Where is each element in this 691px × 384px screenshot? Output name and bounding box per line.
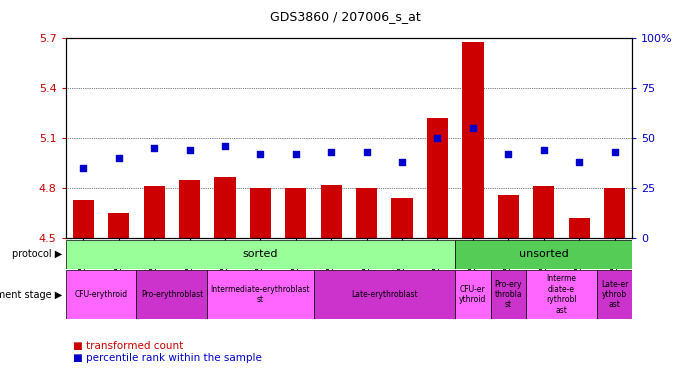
Bar [144, 187, 164, 238]
Bar [66, 270, 136, 319]
Text: development stage ▶: development stage ▶ [0, 290, 62, 300]
Point [325, 149, 337, 155]
Bar [214, 177, 236, 238]
Text: CFU-erythroid: CFU-erythroid [75, 290, 128, 299]
Text: Interme
diate-e
rythrobl
ast: Interme diate-e rythrobl ast [546, 275, 577, 314]
Bar [73, 200, 94, 238]
Text: Intermediate-erythroblast
st: Intermediate-erythroblast st [211, 285, 310, 304]
Bar [314, 270, 455, 319]
Point [397, 159, 408, 165]
Text: sorted: sorted [243, 249, 278, 260]
Bar [526, 270, 597, 319]
Bar [498, 195, 519, 238]
Bar [207, 270, 314, 319]
Point [432, 135, 443, 141]
Point [220, 143, 231, 149]
Bar [321, 185, 342, 238]
Bar [391, 198, 413, 238]
Point [503, 151, 514, 157]
Point [609, 149, 620, 155]
Point [467, 125, 478, 131]
Point [113, 155, 124, 161]
Bar [491, 270, 526, 319]
Text: unsorted: unsorted [519, 249, 569, 260]
Bar [462, 42, 484, 238]
Bar [597, 270, 632, 319]
Bar [356, 188, 377, 238]
Text: ■ transformed count: ■ transformed count [73, 341, 183, 351]
Bar [136, 270, 207, 319]
Bar [427, 118, 448, 238]
Bar [108, 213, 129, 238]
Bar [179, 180, 200, 238]
Bar [569, 218, 589, 238]
Point [361, 149, 372, 155]
Bar [285, 188, 306, 238]
Bar [455, 270, 491, 319]
Bar [249, 188, 271, 238]
Text: Pro-erythroblast: Pro-erythroblast [141, 290, 203, 299]
Bar [533, 187, 554, 238]
Point [184, 147, 195, 153]
Text: protocol ▶: protocol ▶ [12, 249, 62, 260]
Text: Late-erythroblast: Late-erythroblast [351, 290, 417, 299]
Point [255, 151, 266, 157]
Bar [455, 240, 632, 269]
Point [149, 145, 160, 151]
Bar [604, 188, 625, 238]
Point [538, 147, 549, 153]
Text: GDS3860 / 207006_s_at: GDS3860 / 207006_s_at [270, 10, 421, 23]
Text: Late-er
ythrob
ast: Late-er ythrob ast [601, 280, 628, 310]
Text: Pro-ery
throbla
st: Pro-ery throbla st [495, 280, 522, 310]
Text: ■ percentile rank within the sample: ■ percentile rank within the sample [73, 353, 261, 363]
Point [78, 165, 89, 171]
Bar [66, 240, 455, 269]
Point [290, 151, 301, 157]
Text: CFU-er
ythroid: CFU-er ythroid [460, 285, 486, 304]
Point [574, 159, 585, 165]
